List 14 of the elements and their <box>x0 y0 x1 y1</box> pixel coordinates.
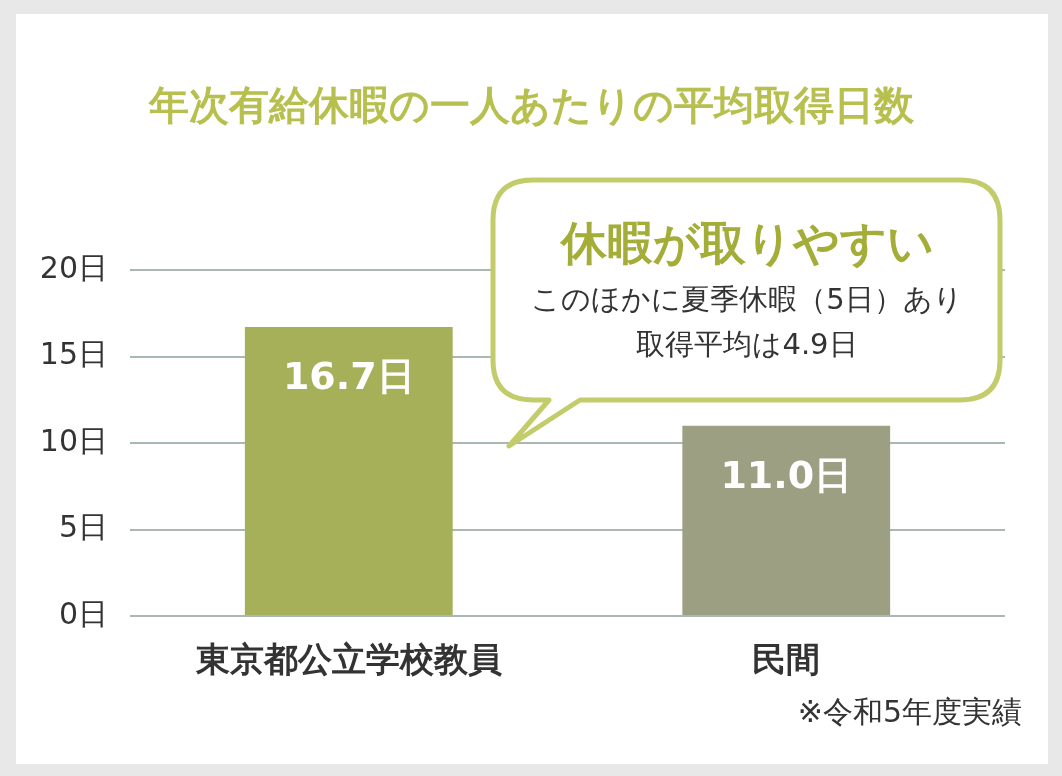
y-tick-label: 0日 <box>58 595 108 631</box>
x-tick-label: 東京都公立学校教員 <box>194 639 502 680</box>
y-tick-label: 15日 <box>39 336 108 372</box>
y-tick-label: 5日 <box>58 509 108 545</box>
chart-title: 年次有給休暇の一人あたりの平均取得日数 <box>147 82 915 128</box>
y-tick-label: 20日 <box>39 249 108 285</box>
y-tick-label: 10日 <box>39 422 108 458</box>
x-tick-label: 民間 <box>752 639 821 680</box>
annotation: このほかに夏季休暇（5日）あり <box>530 282 964 316</box>
data-label: 11.0日 <box>720 452 853 497</box>
annotation: 取得平均は4.9日 <box>635 327 859 361</box>
data-label: 16.7日 <box>282 353 415 398</box>
text: 休暇が取りやすい <box>559 216 935 270</box>
text: ※令和5年度実績 <box>797 694 1022 729</box>
